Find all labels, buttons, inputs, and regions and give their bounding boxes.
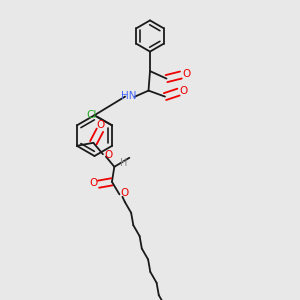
Text: O: O (180, 86, 188, 96)
Text: O: O (89, 178, 97, 188)
Text: Cl: Cl (87, 110, 97, 120)
Text: O: O (97, 120, 105, 130)
Text: O: O (182, 69, 190, 79)
Text: HN: HN (121, 91, 137, 101)
Text: H: H (120, 158, 128, 168)
Text: O: O (121, 188, 129, 199)
Text: O: O (104, 150, 112, 160)
